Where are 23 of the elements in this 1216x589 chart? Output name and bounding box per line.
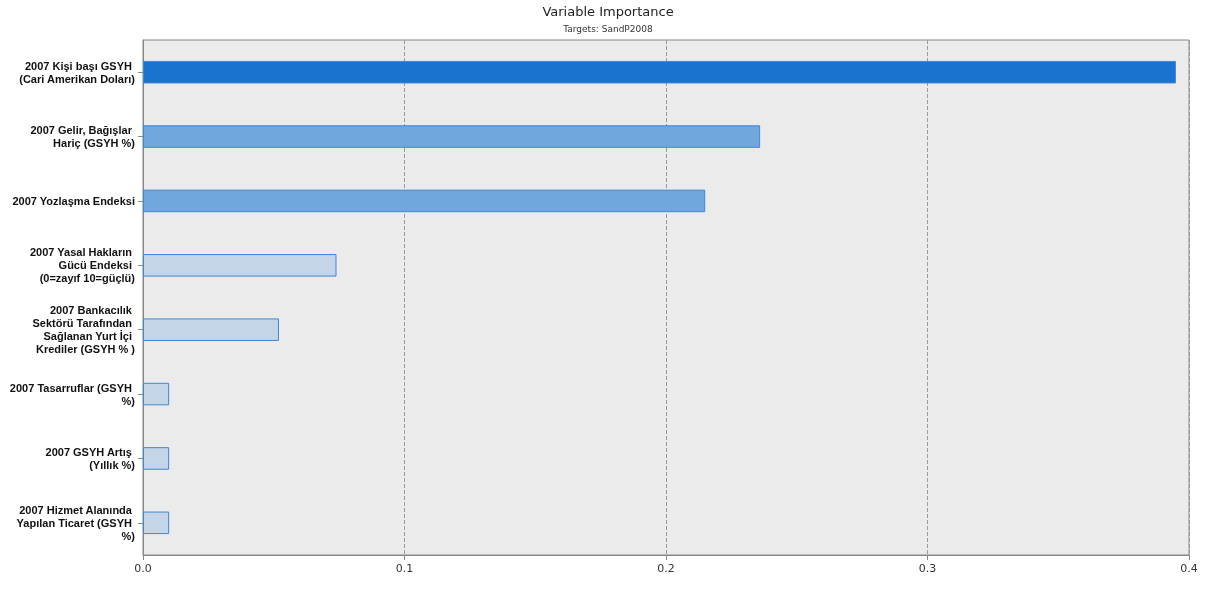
bar <box>143 254 337 277</box>
bar <box>143 125 761 148</box>
chart-title: Variable Importance <box>542 4 674 19</box>
y-tick-label: 2007 Yozlaşma Endeksi <box>12 194 135 207</box>
chart-subtitle: Targets: SandP2008 <box>562 23 653 34</box>
y-tick-label: 2007 Kişi başı GSYH (Cari Amerikan Doları) <box>19 59 136 85</box>
y-tick-label: 2007 GSYH Artış (Yıllık %) <box>45 445 136 471</box>
bar <box>143 60 1176 84</box>
y-tick-label: 2007 Tasarruflar (GSYH %) <box>9 381 136 407</box>
bar <box>143 447 170 470</box>
x-tick-label: 0.4 <box>1180 562 1198 575</box>
bar <box>143 318 279 341</box>
x-tick-label: 0.1 <box>395 562 414 575</box>
x-tick-label: 0.2 <box>657 562 675 575</box>
bar <box>143 189 706 213</box>
y-tick-label: 2007 Yasal Hakların Gücü Endeksi (0=zayıf 10=güçlü) <box>30 246 136 285</box>
x-tick-label: 0.0 <box>134 562 152 575</box>
y-tick-label: 2007 Hizmet Alanında Yapılan Ticaret (GSYH %) <box>16 503 136 542</box>
x-tick-label: 0.3 <box>918 562 937 575</box>
y-tick-label: 2007 Gelir, Bağışlar Hariç (GSYH %) <box>30 124 136 150</box>
bar <box>143 511 170 535</box>
y-tick-label: 2007 Bankacılık Sektörü Tarafından Sağlanan Yurt İçi Krediler (GSYH % ) <box>32 304 136 356</box>
bar <box>143 382 170 406</box>
